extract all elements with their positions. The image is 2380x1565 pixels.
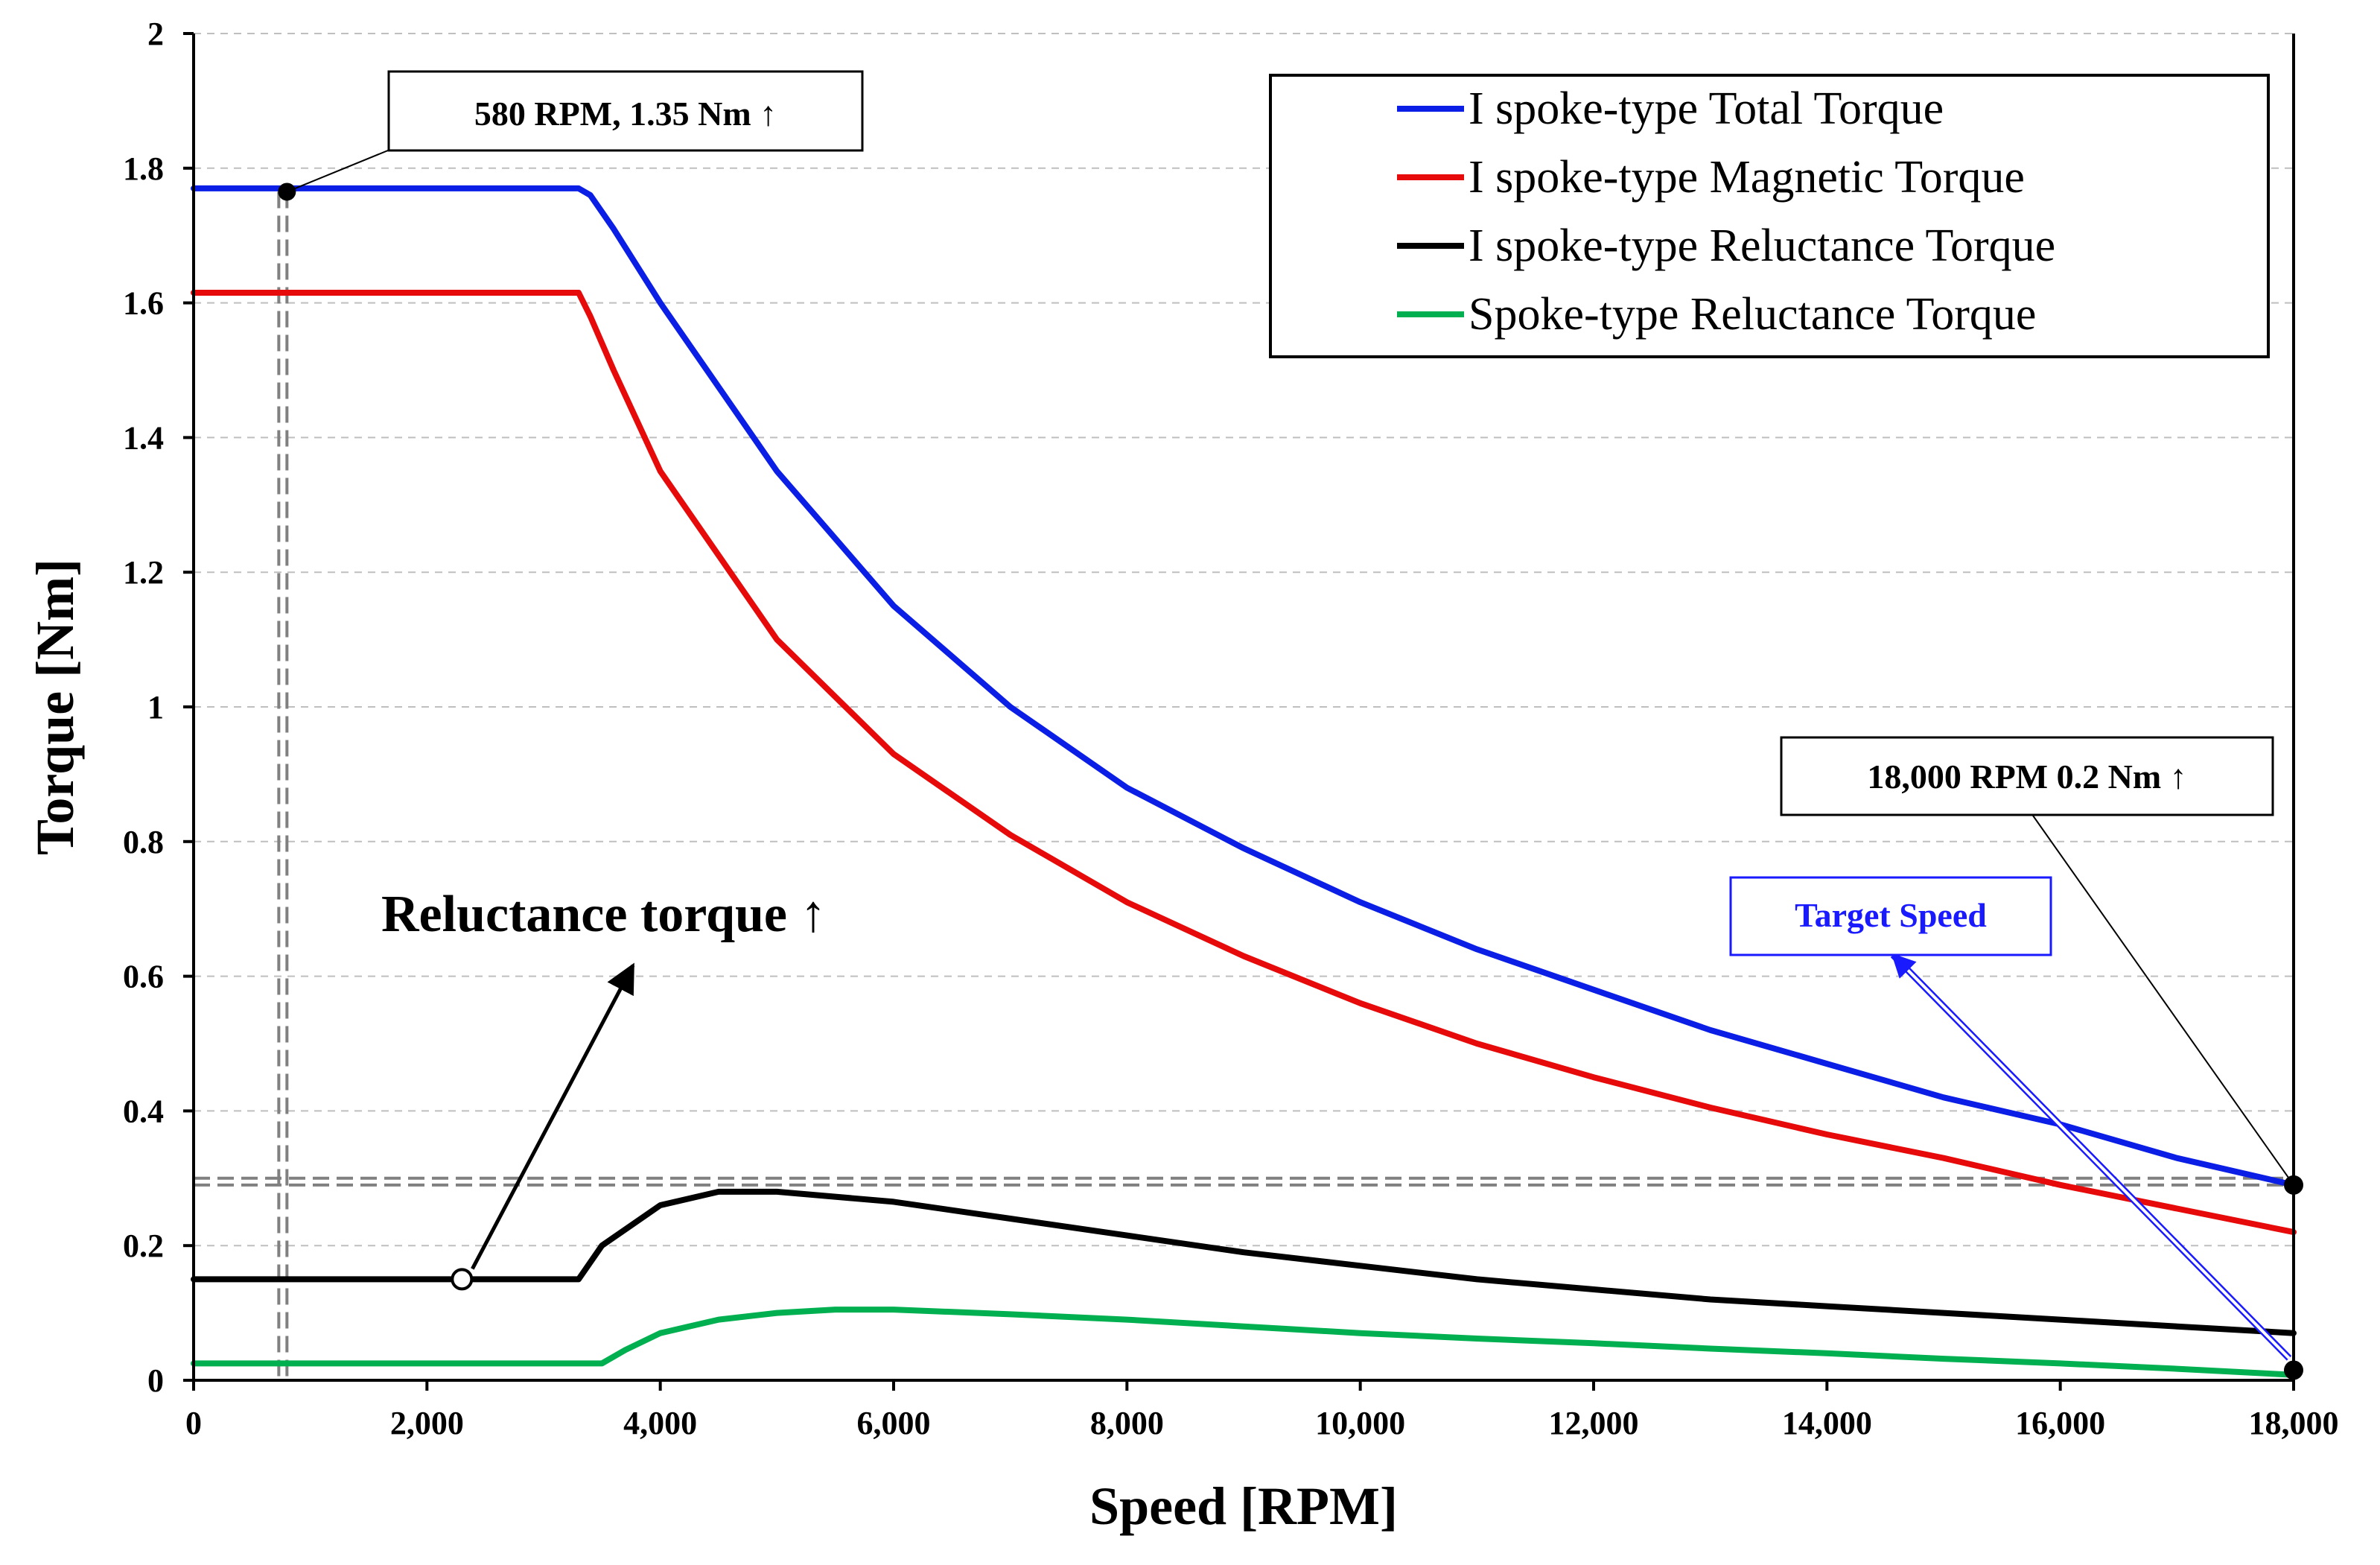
x-tick-label: 8,000 — [1090, 1405, 1164, 1441]
x-tick-label: 6,000 — [857, 1405, 931, 1441]
y-axis-title: Torque [Nm] — [25, 559, 85, 855]
series-line-3 — [191, 1188, 2297, 1336]
series-group — [191, 185, 2297, 1378]
reluctance-callout-text: Reluctance torque ↑ — [381, 886, 827, 943]
x-tick-label: 10,000 — [1315, 1405, 1405, 1441]
legend-label-4: Spoke-type Reluctance Torque — [1469, 289, 2036, 340]
x-axis-title: Speed [RPM] — [1089, 1476, 1398, 1536]
low-speed-point — [278, 182, 296, 201]
x-tick-label: 12,000 — [1549, 1405, 1639, 1441]
y-tick-label: 1.8 — [123, 150, 164, 187]
legend-box — [1269, 74, 2270, 358]
high-speed-callout-box — [1780, 736, 2274, 816]
series-line-1 — [191, 185, 2297, 1188]
target-arrow-inner — [1891, 953, 2291, 1359]
target-callout-box — [1729, 876, 2052, 956]
axes: 0 0.2 0.4 0.6 0.8 1 1.2 1.4 1.6 1.8 2 0 2,000 4,000 6,… — [25, 16, 2339, 1536]
x-tick-label: 2,000 — [390, 1405, 464, 1441]
x-tick-label: 16,000 — [2015, 1405, 2105, 1441]
x-tick-label: 14,000 — [1782, 1405, 1872, 1441]
legend: I spoke-type Total Torque I spoke-type Ma… — [1269, 74, 2270, 358]
legend-label-2: I spoke-type Magnetic Torque — [1469, 152, 2025, 203]
reluctance-point — [451, 1268, 474, 1291]
y-tick-label: 0.8 — [123, 824, 164, 860]
y-tick-label: 1.2 — [123, 554, 164, 591]
reluctance-arrow — [471, 962, 635, 1270]
target-callout-text: Target Speed — [1795, 896, 1987, 934]
x-tick-label: 18,000 — [2249, 1405, 2339, 1441]
y-tick-label: 0.4 — [123, 1093, 164, 1129]
x-tick-label: 0 — [185, 1405, 202, 1441]
grid — [194, 33, 2294, 1247]
legend-label-3: I spoke-type Reluctance Torque — [1469, 220, 2055, 271]
y-tick-label: 1 — [147, 689, 164, 726]
series-line-2 — [191, 290, 2297, 1236]
low-speed-callout-text: 580 RPM, 1.35 Nm ↑ — [474, 95, 777, 133]
high-speed-point — [2284, 1175, 2303, 1195]
target-point — [2284, 1360, 2303, 1380]
y-tick-label: 1.4 — [123, 419, 164, 456]
low-speed-callout-box — [387, 70, 864, 152]
y-tick-label: 2 — [147, 16, 164, 52]
reference-lines — [194, 191, 2294, 1380]
series-line-4 — [191, 1307, 2297, 1378]
x-tick-label: 4,000 — [623, 1405, 697, 1441]
y-tick-label: 0.6 — [123, 959, 164, 995]
y-tick-label: 0.2 — [123, 1228, 164, 1264]
high-speed-leader-line — [2032, 815, 2294, 1186]
legend-label-1: I spoke-type Total Torque — [1469, 83, 1944, 134]
y-tick-label: 0 — [147, 1362, 164, 1399]
y-tick-label: 1.6 — [123, 285, 164, 322]
high-speed-callout-text: 18,000 RPM 0.2 Nm ↑ — [1867, 758, 2186, 796]
annotations: 580 RPM, 1.35 Nm ↑ Reluctance torque ↑ 18,… — [278, 70, 2303, 1380]
